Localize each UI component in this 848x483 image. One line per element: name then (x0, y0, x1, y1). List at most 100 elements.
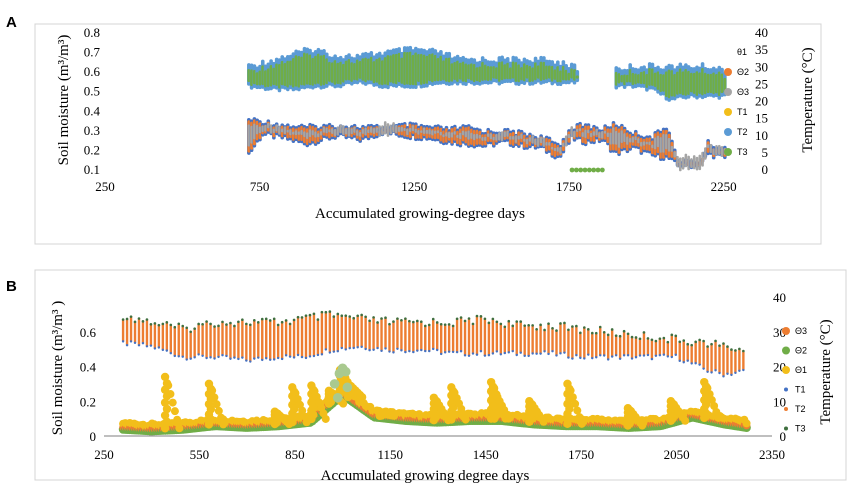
panel-a-t3-baseline-point (591, 167, 597, 173)
panel-b-t1-point (276, 356, 280, 360)
panel-b-t1-point (133, 341, 137, 345)
panel-b-theta1-decay-point (575, 413, 584, 422)
panel-b-theta1-decay-point (214, 406, 223, 415)
panel-b-t1-point (296, 353, 300, 357)
panel-b-t3-point (455, 317, 459, 321)
panel-b-theta2-peak-point (342, 382, 353, 393)
panel-a-ytick-left: 0.4 (84, 103, 101, 118)
panel-b-t3-point (165, 321, 169, 324)
panel-b-t1-point (742, 368, 745, 372)
panel-a-t3-baseline-point (578, 167, 584, 173)
panel-b-ylabel2: Temperature (°C) (818, 319, 834, 424)
panel-b-t3-point (241, 318, 244, 322)
panel-b-t3-point (380, 317, 383, 320)
panel-b-xtick: 2050 (664, 447, 690, 462)
panel-b-t1-point (368, 348, 371, 352)
panel-b-theta1-peak-point (563, 379, 572, 389)
panel-b-t3-point (404, 317, 407, 320)
panel-a-legend-label: Θ2 (737, 67, 749, 77)
panel-b-t1-point (332, 350, 336, 353)
panel-b-legend-marker (782, 366, 790, 374)
panel-b-t1-point (352, 346, 355, 350)
panel-b-t3-point (304, 314, 308, 317)
panel-b-t1-point (595, 356, 598, 359)
panel-b-t1-point (439, 352, 443, 356)
panel-b-theta2-peak-point (340, 366, 351, 377)
panel-b-t3-point (662, 336, 666, 340)
panel-b-t1-point (392, 351, 395, 354)
panel-b-t1-point (603, 354, 606, 357)
panel-b-t3-point (702, 339, 705, 343)
panel-b-theta1-peak-point (204, 379, 214, 389)
panel-b-t1-point (372, 348, 375, 351)
panel-b-t1-point (690, 362, 693, 365)
panel-b-t3-point (579, 331, 582, 335)
panel-b-t1-point (280, 357, 284, 361)
panel-b-t3-point (690, 343, 693, 347)
panel-b-t1-point (718, 371, 721, 375)
panel-b-theta1-decay-point (566, 386, 575, 395)
panel-b-t3-point (213, 325, 216, 328)
panel-b-t3-point (527, 323, 530, 327)
panel-b-t3-point (583, 326, 586, 329)
panel-b-t1-point (257, 356, 260, 359)
panel-b-t1-point (531, 352, 534, 355)
panel-b-t1-point (284, 354, 288, 357)
panel-b-t3-point (726, 345, 729, 348)
panel-b-t1-point (201, 354, 204, 357)
panel-b-t3-point (738, 347, 741, 351)
panel-b-t1-point (249, 360, 252, 363)
panel-b-theta1-decay-point (339, 399, 348, 408)
panel-b-t1-point (710, 371, 713, 374)
panel-b-t3-point (225, 323, 228, 326)
panel-b-t1-point (575, 354, 578, 357)
panel-b-t3-point (125, 317, 129, 321)
panel-b-t3-point (173, 325, 177, 329)
panel-a-xtick: 1750 (556, 179, 582, 194)
panel-b-t1-point (503, 351, 506, 355)
panel-b-t1-point (567, 356, 570, 359)
panel-b-t1-point (241, 356, 244, 359)
panel-b-t1-point (181, 355, 184, 358)
panel-b-t3-point (451, 324, 455, 328)
panel-a-legend-label: T1 (737, 107, 748, 117)
panel-b-t1-point (348, 346, 351, 350)
panel-b-t3-point (276, 323, 280, 327)
panel-b-ylabel: Soil moisture (m³/m³ ) (50, 301, 66, 435)
panel-b-t1-point (654, 354, 658, 357)
panel-a-legend-label: θ1 (737, 47, 747, 57)
panel-b-theta1-decay-point (170, 407, 179, 416)
panel-b-legend-label: T2 (795, 404, 806, 414)
panel-b-t1-point (125, 343, 129, 347)
panel-b-t3-point (463, 319, 467, 323)
panel-b-theta1-peak-point (160, 411, 170, 420)
panel-b-t3-point (630, 335, 634, 339)
panel-b-theta2-peak-point (329, 379, 340, 389)
panel-b-t3-point (479, 315, 483, 318)
panel-b-t3-point (475, 314, 479, 318)
panel-b-t1-point (129, 340, 133, 343)
panel-b-t3-point (602, 330, 606, 334)
panel-b-t3-point (360, 313, 363, 317)
panel-b-t1-point (666, 355, 670, 358)
panel-a-legend-label: T2 (737, 127, 748, 137)
panel-b-t3-point (233, 324, 236, 328)
panel-b-t3-point (332, 315, 336, 318)
panel-b-theta2-peak-point (333, 392, 343, 403)
panel-b-t3-point (459, 316, 463, 319)
panel-b-t1-point (225, 354, 228, 358)
panel-b-theta1-decay-point (504, 414, 513, 423)
panel-b-t3-point (149, 322, 153, 326)
panel-b-t3-point (559, 322, 562, 325)
panel-b-theta1-decay-point (217, 413, 226, 422)
panel-a-ytick-left: 0.7 (84, 45, 101, 60)
panel-a-legend-label: Θ3 (737, 87, 749, 97)
panel-b-t1-point (304, 356, 308, 360)
panel-b-t3-point (388, 322, 391, 326)
panel-b-xtick: 1450 (473, 447, 499, 462)
panel-b-t1-point (499, 353, 503, 356)
panel-b-t1-point (209, 356, 212, 359)
panel-b-theta1-decay-point (577, 419, 586, 428)
panel-b-t3-point (201, 322, 204, 326)
